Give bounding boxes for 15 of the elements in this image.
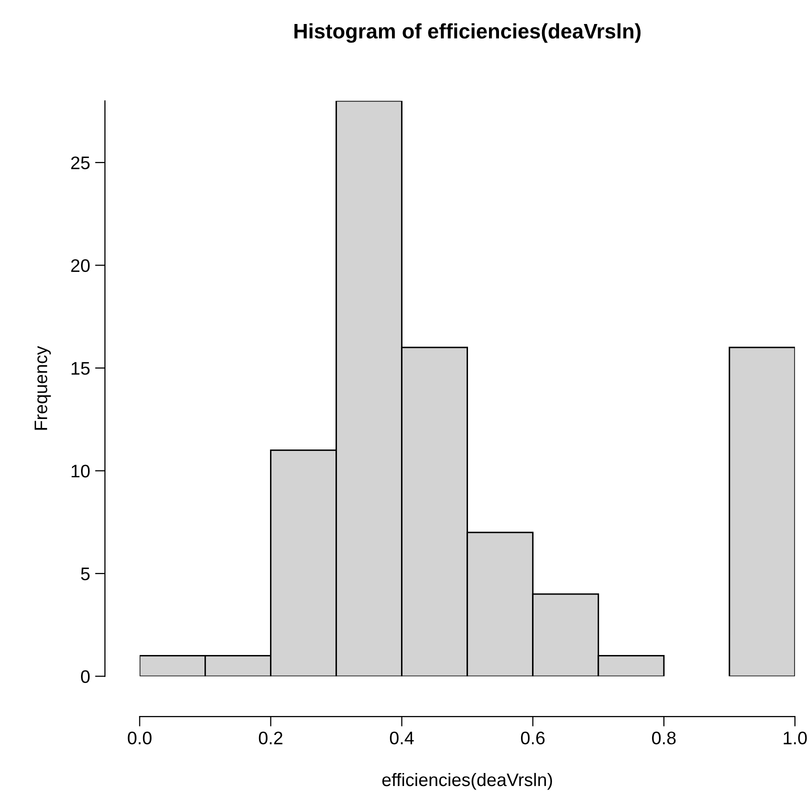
chart-title: Histogram of efficiencies(deaVrsln) xyxy=(294,23,641,43)
x-tick-label: 0.0 xyxy=(128,732,152,744)
x-tick-label: 0.4 xyxy=(390,732,414,744)
x-tick-label: 0.6 xyxy=(520,732,545,744)
y-tick-label: 25 xyxy=(71,156,90,170)
x-tick-label: 1.0 xyxy=(784,732,807,744)
y-tick-label: 10 xyxy=(72,464,90,478)
x-tick-label: 0.2 xyxy=(258,732,282,744)
y-tick-label: 15 xyxy=(72,362,90,375)
x-axis-title: efficiencies(deaVrsln) xyxy=(382,772,552,790)
y-axis-title: Frequency xyxy=(34,346,51,430)
y-tick-label: 5 xyxy=(81,568,90,580)
x-tick-label: 0.8 xyxy=(652,732,676,744)
y-tick-label: 20 xyxy=(71,259,90,272)
y-tick-label: 0 xyxy=(81,670,90,683)
